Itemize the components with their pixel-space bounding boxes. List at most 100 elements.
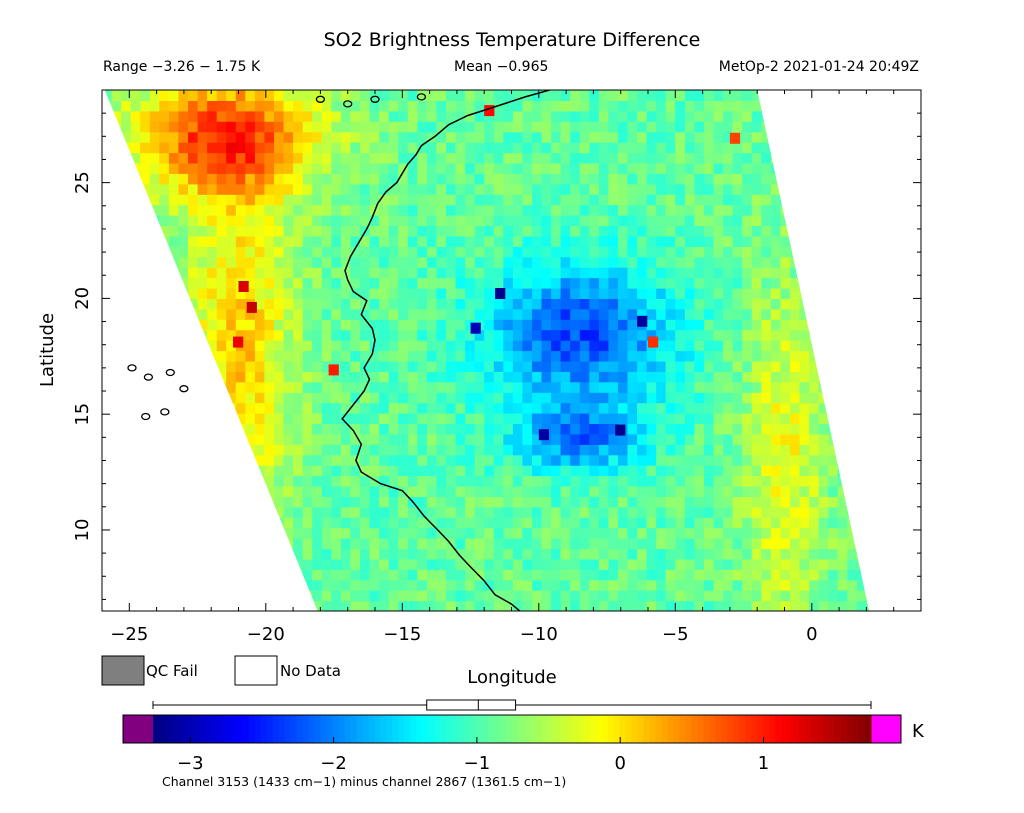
heatmap-cell (379, 183, 390, 195)
heatmap-cell (684, 371, 696, 383)
heatmap-cell (331, 496, 342, 508)
heatmap-cell (818, 517, 829, 529)
heatmap-cell (694, 256, 705, 268)
heatmap-cell (283, 288, 294, 299)
heatmap-cell (159, 329, 170, 341)
heatmap-cell (675, 413, 686, 424)
heatmap-cell (560, 246, 571, 258)
heatmap-cell (369, 569, 380, 581)
heatmap-cell (828, 142, 839, 154)
heatmap-cell (694, 402, 705, 414)
heatmap-cell (331, 121, 342, 133)
heatmap-cell (446, 100, 457, 112)
heatmap-cell (407, 110, 418, 122)
heatmap-cell (407, 402, 418, 414)
heatmap-cell (560, 371, 571, 383)
heatmap-cell (598, 402, 610, 414)
heatmap-cell (656, 465, 667, 477)
heatmap-cell (398, 527, 409, 539)
heatmap-cell (761, 319, 772, 331)
heatmap-cell (704, 319, 715, 331)
heatmap-cell (684, 235, 696, 247)
heatmap-cell (560, 340, 571, 352)
heatmap-cell (780, 381, 791, 393)
heatmap-cell (493, 142, 504, 154)
heatmap-cell (665, 413, 676, 424)
heatmap-cell (512, 204, 524, 216)
heatmap-cell (455, 121, 466, 133)
heatmap-cell (207, 527, 218, 539)
heatmap-cell (436, 277, 447, 289)
heatmap-cell (656, 527, 667, 539)
heatmap-cell (847, 600, 858, 611)
heatmap-cell (293, 423, 304, 435)
heatmap-cell (188, 506, 199, 518)
heatmap-cell (751, 256, 762, 268)
heatmap-cell (388, 548, 399, 560)
heatmap-cell (197, 267, 208, 279)
heatmap-cell (149, 496, 160, 508)
heatmap-cell (665, 392, 676, 404)
heatmap-cell (388, 183, 399, 195)
heatmap-cell (799, 454, 810, 466)
heatmap-cell (264, 486, 275, 497)
heatmap-cell (780, 131, 791, 143)
heatmap-cell (321, 319, 332, 331)
heatmap-cell (551, 131, 562, 143)
heatmap-cell (331, 204, 342, 216)
heatmap-cell (723, 569, 734, 581)
heatmap-cell (159, 371, 170, 383)
heatmap-cell (274, 506, 285, 518)
heatmap-cell (828, 527, 839, 539)
heatmap-cell (446, 298, 457, 310)
heatmap-cell (446, 110, 457, 122)
heatmap-cell (560, 235, 571, 247)
heatmap-cell (331, 569, 342, 581)
heatmap-cell (274, 235, 285, 247)
heatmap-cell (608, 121, 619, 133)
heatmap-cell (914, 319, 924, 330)
heatmap-cell (818, 454, 829, 466)
heatmap-cell (532, 444, 543, 456)
heatmap-cell (216, 329, 227, 341)
heatmap-cell (293, 350, 304, 362)
heatmap-cell (369, 288, 380, 299)
heatmap-cell (446, 444, 457, 456)
heatmap-cell (360, 183, 371, 195)
heatmap-cell (312, 152, 323, 164)
heatmap-cell (570, 183, 581, 195)
heatmap-cell (589, 90, 600, 91)
heatmap-cell (178, 204, 189, 216)
heatmap-cell (407, 298, 418, 310)
heatmap-cell (675, 465, 686, 477)
heatmap-cell (254, 215, 266, 226)
heatmap-cell (407, 162, 418, 174)
heatmap-cell (245, 100, 256, 112)
heatmap-cell (331, 527, 342, 539)
heatmap-cell (646, 506, 657, 518)
heatmap-cell (866, 256, 870, 268)
heatmap-cell (216, 444, 227, 456)
heatmap-cell (837, 475, 848, 487)
heatmap-cell (646, 90, 657, 101)
heatmap-cell (274, 579, 285, 591)
heatmap-cell (560, 465, 571, 477)
heatmap-cell (637, 413, 648, 424)
heatmap-cell (293, 194, 304, 206)
heatmap-cell (914, 476, 924, 487)
heatmap-cell (522, 465, 533, 477)
heatmap-cell (398, 121, 409, 133)
heatmap-cell (360, 340, 371, 352)
heatmap-cell (704, 517, 715, 529)
heatmap-cell (197, 350, 208, 362)
heatmap-cell (704, 173, 715, 185)
heatmap-cell (197, 319, 208, 331)
heatmap-cell (283, 402, 294, 414)
heatmap-cell (732, 90, 743, 101)
heatmap-cell (742, 319, 753, 331)
heatmap-cell (398, 340, 409, 352)
heatmap-cell (254, 110, 266, 122)
heatmap-cell (818, 204, 829, 216)
heatmap-cell (283, 423, 294, 435)
colorbar-segment (811, 715, 818, 743)
